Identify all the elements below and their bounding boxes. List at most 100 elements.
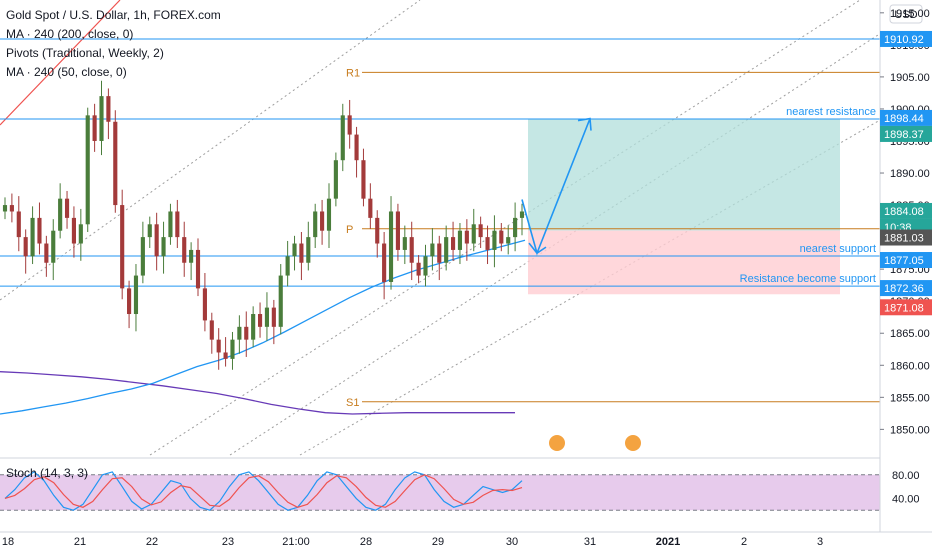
candle-body (326, 198, 332, 231)
profit-zone (528, 119, 840, 231)
candle-body (450, 237, 456, 250)
ma-fast-line (0, 239, 526, 415)
price-badge-label: 1872.36 (884, 283, 924, 295)
candle-body (519, 211, 525, 218)
candle-body (395, 211, 400, 250)
price-badge-label: 1884.08 (884, 206, 924, 218)
x-tick-label: 2021 (656, 536, 680, 548)
y-tick-label: 1855.00 (890, 392, 930, 404)
price-badge-label: 1898.44 (884, 113, 924, 125)
legend-ma50[interactable]: MA · 240 (50, close, 0) (6, 65, 127, 79)
candle-body (375, 217, 380, 244)
chart-legend: Gold Spot / U.S. Dollar, 1h, FOREX.com M… (6, 6, 221, 82)
candle-body (64, 198, 70, 218)
candle-body (140, 237, 145, 276)
line-annotation: Resistance become support (740, 273, 876, 285)
currency-badge (889, 4, 923, 24)
channel-line (299, 89, 932, 456)
x-tick-label: 28 (360, 536, 372, 548)
arrow-head (577, 117, 592, 131)
candle-body (189, 249, 194, 263)
stoch-d-line (4, 474, 523, 508)
price-badge-label: 1871.08 (884, 302, 924, 314)
price-badge-label: 1881.03 (884, 233, 924, 245)
candle-body (437, 243, 442, 263)
legend-ma200[interactable]: MA · 240 (200, close, 0) (6, 27, 134, 41)
candle-body (430, 243, 435, 257)
stoch-legend[interactable]: Stoch (14, 3, 3) (6, 466, 89, 480)
stoch-band (0, 474, 880, 511)
candle-body (285, 256, 290, 276)
candle-body (306, 237, 311, 263)
economic-event-icon (625, 435, 641, 451)
symbol-title[interactable]: Gold Spot / U.S. Dollar, 1h, FOREX.com (6, 8, 221, 22)
y-tick-label: 1905.00 (890, 72, 930, 84)
candle-body (120, 205, 125, 289)
candle-body (278, 275, 283, 327)
price-badge (880, 229, 932, 246)
candle-body (271, 307, 276, 327)
x-tick-label: 29 (432, 536, 444, 548)
price-badge (880, 280, 932, 297)
y-tick-label: 1890.00 (890, 168, 930, 180)
candle-body (292, 243, 297, 257)
legend-pivots[interactable]: Pivots (Traditional, Weekly, 2) (6, 46, 164, 60)
candle-body (264, 307, 270, 327)
candle-body (423, 256, 428, 276)
candle-body (223, 352, 228, 359)
candle-body (471, 224, 476, 244)
y-tick-label: 1915.00 (890, 8, 930, 20)
line-annotation: nearest support (800, 243, 876, 255)
currency-label: USD (894, 9, 917, 21)
candle-body (478, 224, 483, 238)
candle-body (195, 249, 201, 289)
pivot-label: P (346, 224, 353, 236)
candle-body (361, 160, 366, 199)
candle-body (299, 243, 304, 263)
x-tick-label: 22 (146, 536, 158, 548)
price-badge (880, 202, 932, 219)
price-badge-label: 1877.05 (884, 255, 924, 267)
ma-slow-line (0, 371, 515, 415)
candle-body (416, 262, 421, 276)
y-tick-label: 1865.00 (890, 328, 930, 340)
price-axis (880, 0, 932, 550)
y-tick-label: 1850.00 (890, 424, 930, 436)
x-tick-label: 3 (817, 536, 823, 548)
line-annotation: nearest resistance (786, 106, 876, 118)
candle-body (30, 217, 35, 257)
economic-event-icon (549, 435, 565, 451)
candle-body (457, 230, 463, 250)
x-tick-label: 2 (741, 536, 747, 548)
candle-body (340, 115, 345, 161)
candle-body (257, 314, 263, 327)
candle-body (464, 230, 469, 244)
candle-body (9, 205, 14, 212)
candle-body (99, 96, 104, 141)
candle-body (499, 230, 504, 244)
stoch-tick-label: 80.00 (892, 470, 920, 482)
pivot-label: S1 (346, 397, 359, 409)
candle-body (168, 211, 173, 238)
candle-body (388, 211, 394, 282)
arrow-head (528, 242, 547, 255)
candle-body (175, 211, 180, 238)
candle-body (85, 115, 90, 225)
trend-line (0, 0, 121, 126)
candle-body (44, 243, 49, 263)
x-tick-label: 31 (584, 536, 596, 548)
candle-body (161, 237, 166, 257)
candle-body (147, 224, 152, 238)
candle-body (251, 314, 256, 340)
candle-body (313, 211, 318, 238)
candle-body (444, 237, 449, 263)
candle-body (78, 224, 83, 244)
candle-body (409, 237, 414, 263)
candle-body (92, 115, 97, 141)
x-tick-label: 21:00 (282, 536, 310, 548)
price-badge-label: 1910.92 (884, 34, 924, 46)
candle-body (127, 288, 132, 315)
x-tick-label: 23 (222, 536, 234, 548)
candle-body (23, 237, 28, 257)
